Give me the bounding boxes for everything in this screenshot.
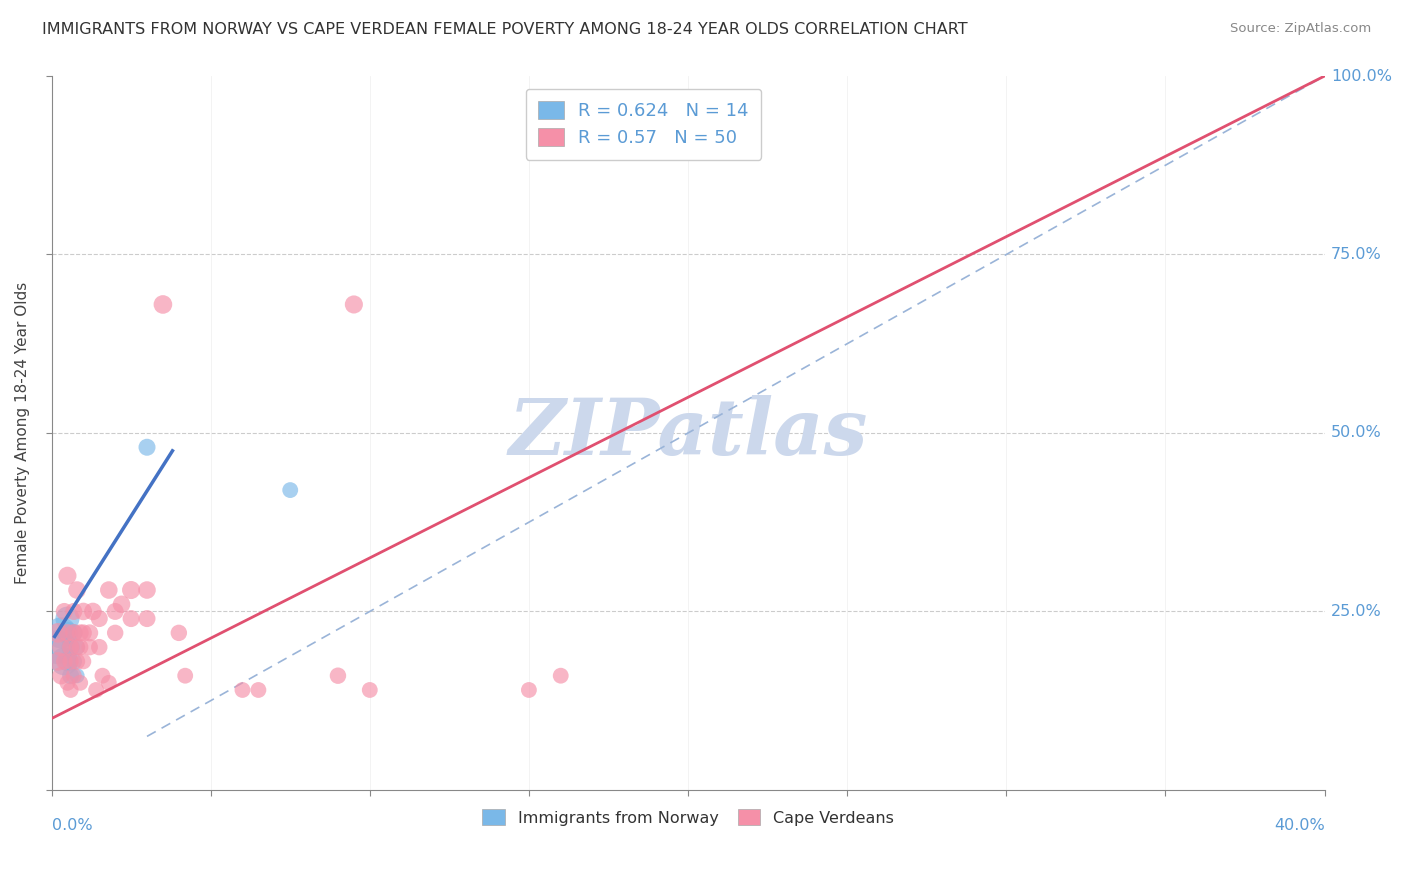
Point	[59, 669, 82, 683]
Point	[82, 604, 104, 618]
Point	[69, 676, 91, 690]
Y-axis label: Female Poverty Among 18-24 Year Olds: Female Poverty Among 18-24 Year Olds	[15, 282, 30, 584]
Point	[231, 683, 253, 698]
Point	[46, 625, 69, 640]
Text: 100.0%: 100.0%	[1331, 69, 1392, 84]
Point	[59, 683, 82, 698]
Point	[97, 676, 120, 690]
Text: ZIPatlas: ZIPatlas	[509, 395, 868, 471]
Point	[517, 683, 540, 698]
Text: 40.0%: 40.0%	[1274, 819, 1324, 833]
Point	[62, 625, 84, 640]
Point	[62, 669, 84, 683]
Point	[72, 625, 94, 640]
Point	[59, 640, 82, 654]
Point	[120, 582, 142, 597]
Point	[89, 640, 111, 654]
Text: Source: ZipAtlas.com: Source: ZipAtlas.com	[1230, 22, 1371, 36]
Text: 0.0%: 0.0%	[52, 819, 93, 833]
Point	[326, 669, 349, 683]
Text: 50.0%: 50.0%	[1331, 425, 1382, 441]
Point	[167, 625, 190, 640]
Text: IMMIGRANTS FROM NORWAY VS CAPE VERDEAN FEMALE POVERTY AMONG 18-24 YEAR OLDS CORR: IMMIGRANTS FROM NORWAY VS CAPE VERDEAN F…	[42, 22, 967, 37]
Point	[56, 625, 79, 640]
Point	[66, 655, 89, 669]
Point	[69, 640, 91, 654]
Point	[72, 604, 94, 618]
Point	[53, 655, 76, 669]
Point	[110, 597, 132, 611]
Point	[66, 640, 89, 654]
Text: 75.0%: 75.0%	[1331, 247, 1382, 262]
Point	[278, 483, 301, 497]
Point	[62, 655, 84, 669]
Text: 25.0%: 25.0%	[1331, 604, 1382, 619]
Point	[89, 611, 111, 625]
Point	[84, 683, 107, 698]
Point	[53, 655, 76, 669]
Point	[79, 640, 101, 654]
Point	[247, 683, 270, 698]
Legend: Immigrants from Norway, Cape Verdeans: Immigrants from Norway, Cape Verdeans	[477, 803, 900, 832]
Point	[152, 297, 174, 311]
Point	[136, 440, 159, 454]
Point	[136, 611, 159, 625]
Point	[72, 655, 94, 669]
Point	[343, 297, 366, 311]
Point	[49, 625, 72, 640]
Point	[91, 669, 114, 683]
Point	[59, 640, 82, 654]
Point	[104, 604, 127, 618]
Point	[62, 604, 84, 618]
Point	[550, 669, 572, 683]
Point	[120, 611, 142, 625]
Point	[174, 669, 197, 683]
Point	[66, 669, 89, 683]
Point	[104, 625, 127, 640]
Point	[49, 669, 72, 683]
Point	[46, 640, 69, 654]
Point	[359, 683, 381, 698]
Point	[49, 640, 72, 654]
Point	[66, 640, 89, 654]
Point	[136, 582, 159, 597]
Point	[79, 625, 101, 640]
Point	[56, 625, 79, 640]
Point	[69, 625, 91, 640]
Point	[62, 625, 84, 640]
Point	[66, 582, 89, 597]
Point	[53, 604, 76, 618]
Point	[56, 655, 79, 669]
Point	[97, 582, 120, 597]
Point	[56, 568, 79, 582]
Point	[56, 676, 79, 690]
Point	[56, 611, 79, 625]
Point	[46, 655, 69, 669]
Point	[59, 655, 82, 669]
